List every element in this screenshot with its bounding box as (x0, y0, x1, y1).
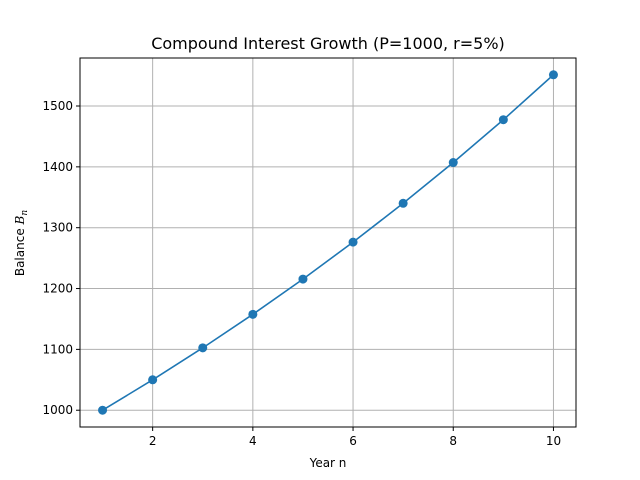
x-tick-label: 10 (546, 434, 561, 448)
y-tick-label: 1400 (42, 160, 73, 174)
data-point (148, 375, 158, 385)
series-line (102, 74, 554, 411)
y-axis-label-var: B (13, 215, 27, 225)
data-point (198, 343, 208, 353)
data-point (248, 309, 258, 319)
y-axis-label-prefix: Balance (13, 224, 27, 276)
x-tick-label: 4 (249, 434, 257, 448)
x-axis-label: Year n (309, 456, 347, 470)
data-point (498, 115, 508, 125)
data-point (98, 405, 108, 415)
y-tick-label: 1200 (42, 282, 73, 296)
data-point (448, 158, 458, 168)
grid (80, 58, 576, 427)
data-point (348, 237, 358, 247)
data-point (398, 198, 408, 208)
y-tick-label: 1300 (42, 221, 73, 235)
y-tick-label: 1500 (42, 99, 73, 113)
y-axis-label: Balance Bn (13, 210, 30, 277)
x-tick-label: 6 (349, 434, 357, 448)
y-tick-label: 1000 (42, 403, 73, 417)
chart-title: Compound Interest Growth (P=1000, r=5%) (151, 34, 505, 53)
series-layer (98, 70, 558, 415)
y-axis-label-sub: n (20, 210, 30, 216)
y-tick-label: 1100 (42, 342, 73, 356)
axes-frame (79, 57, 577, 428)
x-tick-label: 2 (149, 434, 157, 448)
data-point (548, 70, 558, 80)
x-ticks: 2 4 6 8 10 (149, 427, 561, 448)
data-point (298, 274, 308, 284)
y-ticks: 1000 1100 1200 1300 1400 1500 (42, 99, 80, 417)
x-tick-label: 8 (449, 434, 457, 448)
